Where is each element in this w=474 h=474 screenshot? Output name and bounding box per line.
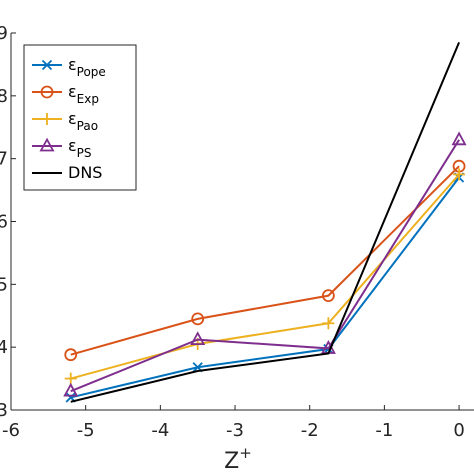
point-marker-plus	[322, 317, 335, 330]
point-marker-circle	[321, 289, 335, 303]
legend-item-exp: εExp	[32, 82, 99, 106]
legend-label: εPao	[68, 109, 98, 133]
point-marker-triangle	[190, 331, 206, 346]
series-dns	[70, 42, 460, 403]
y-tick-label: 4	[0, 337, 8, 358]
legend-label: εPope	[68, 55, 106, 79]
series-line	[70, 176, 460, 399]
y-tick-label: 9	[0, 23, 8, 44]
legend-label: DNS	[68, 163, 102, 182]
x-tick-label: -2	[301, 420, 319, 441]
tick-labels: -6 -5 -4 -3 -2 -1 0 3 4 5 6 7 8 9	[0, 23, 465, 441]
y-tick-label: 6	[0, 212, 8, 233]
point-marker-x	[41, 59, 53, 71]
x-tick-label: -6	[2, 420, 20, 441]
point-marker-circle	[40, 85, 54, 99]
y-tick-label: 3	[0, 400, 8, 421]
legend-label: εExp	[68, 82, 99, 106]
point-marker-plus	[453, 168, 466, 181]
y-tick-label: 8	[0, 86, 8, 107]
x-tick-label: -1	[375, 420, 393, 441]
series-ps	[63, 131, 467, 397]
point-marker-triangle	[39, 137, 55, 152]
legend-item-dns: DNS	[32, 163, 102, 182]
series-line	[70, 173, 460, 380]
legend-item-ps: εPS	[32, 136, 92, 160]
y-tick-label: 7	[0, 149, 8, 170]
x-tick-label: -4	[151, 420, 169, 441]
x-tick-label: -5	[77, 420, 95, 441]
point-marker-circle	[191, 312, 205, 326]
point-marker-plus	[41, 113, 53, 125]
x-tick-label: -3	[226, 420, 244, 441]
series-line	[70, 139, 460, 393]
x-axis-title: Z+	[224, 444, 252, 474]
y-tick-label: 5	[0, 274, 8, 295]
series-layer	[63, 42, 467, 403]
axes-layer	[10, 32, 474, 411]
x-tick-label: 0	[453, 420, 464, 441]
series-line	[70, 165, 460, 356]
legend-item-pope: εPope	[32, 55, 106, 79]
point-marker-triangle	[451, 131, 467, 146]
point-marker-triangle	[63, 382, 79, 397]
legend-label: εPS	[68, 136, 92, 160]
legend-item-pao: εPao	[32, 109, 98, 133]
point-marker-plus	[64, 372, 77, 385]
point-marker-circle	[64, 348, 78, 362]
legend: εPope εExp εPao εPS DNS	[23, 44, 137, 191]
series-line	[70, 42, 460, 403]
